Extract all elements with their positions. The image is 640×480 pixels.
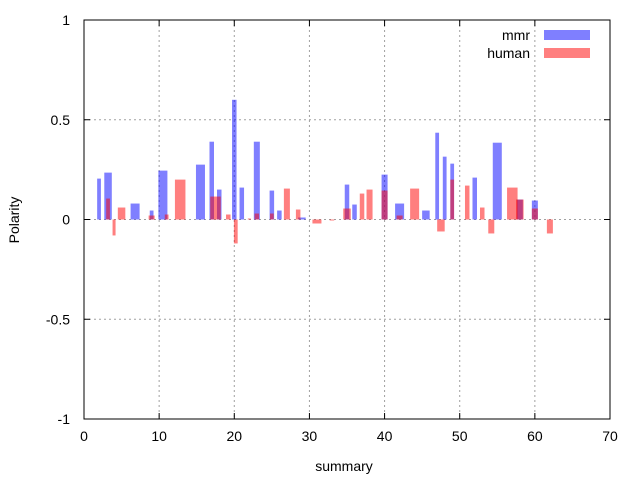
y-tick-label: 1 [62, 12, 70, 28]
y-tick-label: 0 [62, 212, 70, 228]
bar-mmr [277, 210, 282, 220]
y-tick-label: -1 [58, 411, 71, 427]
ticks-layer: 0 10 20 30 40 50 60 70 -1 -0.5 0 0.5 1 [46, 12, 618, 444]
bar-mmr [239, 187, 245, 220]
bar-human [329, 219, 335, 221]
bar-mmr [435, 132, 440, 220]
bar-mmr [422, 210, 430, 220]
bars-layer [97, 99, 553, 244]
bar-human [531, 208, 538, 220]
bar-mmr [209, 141, 214, 220]
bar-mmr [130, 203, 140, 220]
bar-human [164, 214, 169, 220]
bar-mmr [269, 190, 275, 220]
bar-mmr [352, 204, 357, 220]
x-tick-label: 50 [452, 428, 468, 444]
bar-human [507, 187, 518, 220]
x-tick-label: 60 [527, 428, 543, 444]
bar-human [488, 219, 495, 234]
bar-human [450, 179, 455, 220]
bar-mmr [442, 156, 447, 220]
bar-human [112, 219, 116, 236]
bar-human [546, 219, 553, 234]
x-axis-label: summary [315, 458, 373, 474]
bar-human [516, 199, 524, 220]
x-tick-label: 0 [80, 428, 88, 444]
bar-mmr [104, 172, 112, 220]
x-tick-label: 20 [226, 428, 242, 444]
bar-human [233, 219, 238, 244]
bar-human [437, 219, 445, 232]
bar-human [226, 214, 231, 220]
legend-label-mmr: mmr [502, 27, 530, 43]
bar-mmr [158, 170, 168, 220]
bar-human [210, 196, 221, 220]
x-tick-label: 40 [377, 428, 393, 444]
bar-human [312, 219, 322, 224]
bar-mmr [472, 177, 477, 220]
bar-human [410, 188, 420, 220]
legend: mmr human [487, 27, 590, 61]
y-tick-label: -0.5 [46, 311, 70, 327]
bar-mmr [195, 164, 205, 220]
bar-human [174, 179, 186, 220]
bar-human [464, 185, 470, 220]
bar-mmr [395, 203, 405, 220]
bar-mmr [232, 99, 237, 220]
bar-mmr [298, 217, 306, 220]
bar-human [381, 190, 388, 220]
legend-label-human: human [487, 45, 530, 61]
bar-human [343, 208, 351, 220]
bar-human [396, 215, 403, 220]
bar-mmr [344, 184, 350, 220]
legend-swatch-mmr [544, 30, 590, 40]
bar-mmr [492, 142, 502, 220]
bar-human [366, 189, 373, 220]
x-tick-label: 30 [302, 428, 318, 444]
bar-human [117, 207, 126, 220]
bar-mmr [97, 178, 101, 220]
bar-human [269, 213, 274, 220]
legend-swatch-human [544, 48, 590, 58]
bar-human [106, 198, 110, 220]
x-tick-label: 10 [151, 428, 167, 444]
bar-human [254, 213, 260, 220]
bar-mmr [253, 141, 260, 220]
y-axis-label: Polarity [6, 197, 22, 244]
x-tick-label: 70 [602, 428, 618, 444]
bar-mmr [149, 210, 154, 220]
bar-human [359, 193, 365, 220]
bar-human [283, 188, 290, 220]
bar-human [247, 218, 251, 220]
bar-human [148, 215, 155, 220]
bar-human [295, 209, 301, 220]
grid-lines [84, 20, 610, 419]
y-tick-label: 0.5 [51, 112, 71, 128]
bar-human [480, 207, 485, 220]
